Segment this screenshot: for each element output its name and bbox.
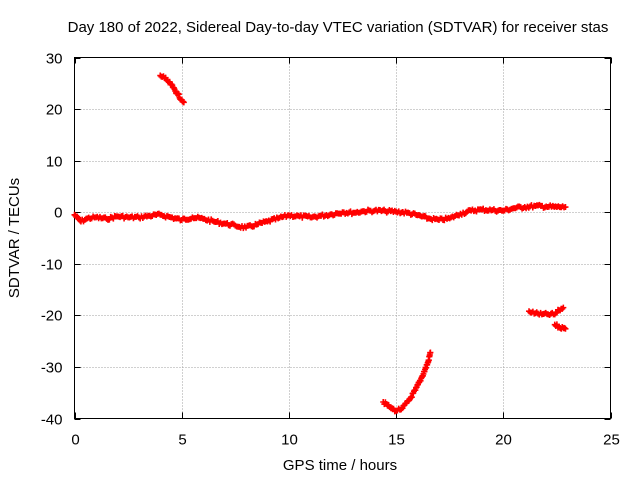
grid-lines xyxy=(74,57,611,419)
x-tick-label: 10 xyxy=(281,432,298,449)
data-point xyxy=(559,305,566,312)
data-point xyxy=(427,349,434,356)
y-tick-label: 20 xyxy=(46,102,63,119)
axis-ticks xyxy=(74,57,612,420)
y-tick-label: 30 xyxy=(46,51,63,68)
data-point xyxy=(168,81,175,88)
y-tick-label: 10 xyxy=(46,154,63,171)
data-point xyxy=(398,406,405,413)
y-tick-label: 0 xyxy=(54,205,62,222)
data-point xyxy=(385,401,392,408)
data-point xyxy=(561,204,568,211)
data-points xyxy=(71,72,569,415)
x-tick-label: 0 xyxy=(71,432,79,449)
y-tick-label: -40 xyxy=(41,412,63,429)
x-tick-labels: 0 5 10 15 20 25 xyxy=(71,432,620,449)
y-tick-label: -20 xyxy=(41,308,63,325)
x-axis-label: GPS time / hours xyxy=(283,457,397,474)
data-point xyxy=(180,98,187,105)
y-tick-labels: -40 -30 -20 -10 0 10 20 30 xyxy=(41,51,63,429)
y-axis-label: SDTVAR / TECUs xyxy=(6,178,23,298)
data-point xyxy=(561,325,568,332)
x-tick-label: 15 xyxy=(388,432,405,449)
x-tick-label: 20 xyxy=(495,432,512,449)
y-tick-label: -10 xyxy=(41,257,63,274)
y-tick-label: -30 xyxy=(41,360,63,377)
x-tick-label: 5 xyxy=(178,432,186,449)
chart-title: Day 180 of 2022, Sidereal Day-to-day VTE… xyxy=(68,19,609,36)
data-point xyxy=(163,77,170,84)
x-tick-label: 25 xyxy=(603,432,620,449)
data-point xyxy=(553,321,560,328)
plot-frame xyxy=(74,57,611,419)
